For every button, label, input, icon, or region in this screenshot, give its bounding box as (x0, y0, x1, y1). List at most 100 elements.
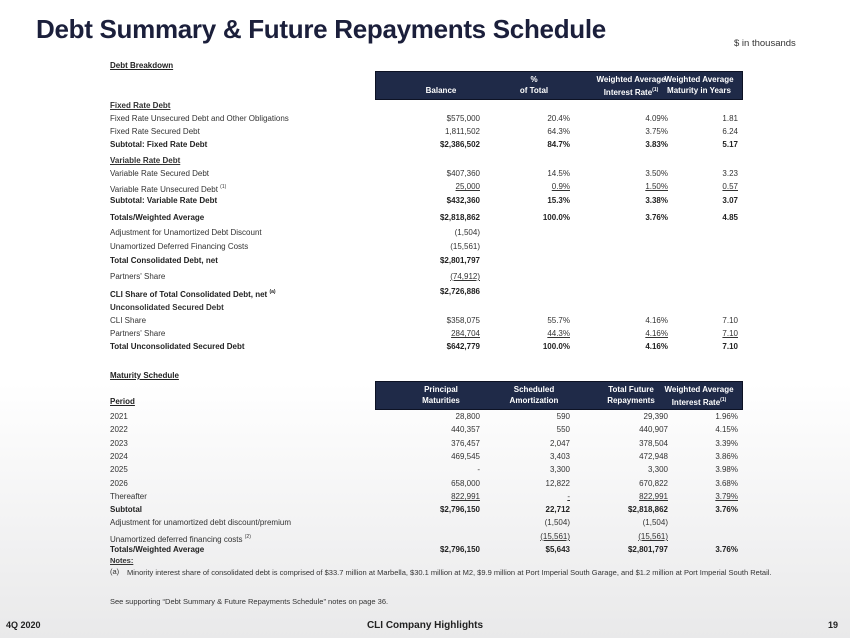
row-label: Unamortized Deferred Financing Costs (110, 242, 249, 251)
cell-value: 100.0% (542, 342, 570, 351)
cell-value: (15,561) (450, 242, 480, 251)
cell-value: 7.10 (722, 342, 738, 351)
cell-value: 3.86% (715, 452, 738, 461)
column-header-line: Interest Rate (671, 398, 721, 407)
row-label: Adjustment for Unamortized Debt Discount (110, 228, 262, 237)
row-label: Totals/Weighted Average (110, 545, 205, 554)
cell-value: 3,300 (549, 465, 570, 474)
column-header-line: Maturity in Years (667, 86, 731, 95)
row-label: Totals/Weighted Average (110, 213, 205, 222)
see-also-note: See supporting “Debt Summary & Future Re… (110, 597, 389, 606)
cell-value: 55.7% (547, 316, 570, 325)
cell-value: 84.7% (547, 140, 570, 149)
cell-value: 3,300 (647, 465, 668, 474)
cell-value: 3.39% (715, 439, 738, 448)
cell-value: (15,561) (638, 532, 668, 541)
footnote-marker: (a) (269, 289, 276, 295)
cell-value: 4.85 (722, 213, 738, 222)
cell-value: 2,047 (549, 439, 570, 448)
cell-value: 376,457 (451, 439, 480, 448)
table-row: CLI Share $358,075 55.7% 4.16% 7.10 (110, 315, 742, 327)
cell-value: 0.57 (722, 182, 738, 191)
cell-value: 4.16% (645, 329, 668, 338)
row-label: 2024 (110, 452, 128, 461)
cell-value: (1,504) (454, 228, 480, 237)
cell-value: 822,991 (451, 492, 480, 501)
cell-value: $2,818,862 (439, 213, 480, 222)
cell-value: 3.98% (715, 465, 738, 474)
page-number: 19 (827, 620, 838, 630)
cell-value: 658,000 (451, 479, 480, 488)
column-header-line: Weighted Average (664, 385, 734, 394)
cell-value: 4.16% (645, 316, 668, 325)
cell-value: $2,386,502 (439, 140, 480, 149)
row-label: Subtotal: Fixed Rate Debt (110, 140, 208, 149)
cell-value: 1.81 (722, 114, 738, 123)
cell-value: 22,712 (545, 505, 570, 514)
table-row: Subtotal: Variable Rate Debt $432,360 15.3… (110, 195, 742, 207)
cell-value: 4.15% (715, 425, 738, 434)
table-row: Fixed Rate Unsecured Debt and Other Obli… (110, 113, 742, 125)
cell-value: 3.76% (645, 213, 668, 222)
cell-value: 20.4% (547, 114, 570, 123)
table-row: Subtotal: Fixed Rate Debt $2,386,502 84.7%… (110, 139, 742, 151)
table-row: 2026 658,000 12,822 670,822 3.68% (110, 478, 742, 490)
cell-value: 440,907 (639, 425, 668, 434)
cell-value: 670,822 (639, 479, 668, 488)
column-header-line (391, 74, 491, 85)
table-row: Unconsolidated Secured Debt (110, 302, 742, 314)
column-header: Weighted Average Maturity in Years (649, 74, 749, 96)
column-header-line: Weighted Average (664, 75, 734, 84)
units-note: $ in thousands (734, 38, 796, 49)
cell-value: 7.10 (722, 329, 738, 338)
row-label: 2021 (110, 412, 128, 421)
cell-value: 3.76% (715, 505, 738, 514)
column-header-line: Interest Rate (603, 88, 653, 97)
table-row: Totals/Weighted Average $2,796,150 $5,643 $… (110, 544, 742, 556)
cell-value: (15,561) (540, 532, 570, 541)
table-row: Partners' Share (74,912) (110, 271, 742, 283)
cell-value: $2,801,797 (439, 256, 480, 265)
table-row: Subtotal $2,796,150 22,712 $2,818,862 3.76% (110, 504, 742, 516)
table-row: 2023 376,457 2,047 378,504 3.39% (110, 438, 742, 450)
cell-value: 440,357 (451, 425, 480, 434)
table-row: CLI Share of Total Consolidated Debt, ne… (110, 286, 742, 299)
cell-value: 1,811,502 (445, 127, 480, 136)
cell-value: 3,403 (549, 452, 570, 461)
column-header: Weighted Average Interest Rate(1) (649, 384, 749, 408)
cell-value: $2,801,797 (627, 545, 668, 554)
column-header: Balance (391, 74, 491, 96)
table-row: 2025 - 3,300 3,300 3.98% (110, 464, 742, 476)
cell-value: 14.5% (547, 169, 570, 178)
row-label: Thereafter (110, 492, 147, 501)
table-row: Fixed Rate Secured Debt 1,811,502 64.3% 3.7… (110, 126, 742, 138)
cell-value: (74,912) (450, 272, 480, 281)
maturity-schedule-title: Maturity Schedule (110, 371, 179, 380)
cell-value: 3.79% (715, 492, 738, 501)
cell-value: 3.38% (645, 196, 668, 205)
column-header: % of Total (484, 74, 584, 96)
cell-value: 3.68% (715, 479, 738, 488)
row-label: 2023 (110, 439, 128, 448)
footer-title: CLI Company Highlights (366, 620, 484, 631)
column-header: Scheduled Amortization (484, 384, 584, 406)
column-header-line: Maturities (422, 396, 460, 405)
row-label: 2022 (110, 425, 128, 434)
row-label: Subtotal (110, 505, 142, 514)
row-label: Total Consolidated Debt, net (110, 256, 218, 265)
cell-value: $2,796,150 (439, 545, 480, 554)
table-row: Partners' Share 284,704 44.3% 4.16% 7.10 (110, 328, 742, 340)
cell-value: $358,075 (446, 316, 480, 325)
cell-value: - (567, 492, 570, 501)
row-label: Fixed Rate Secured Debt (110, 127, 200, 136)
table-row: Total Unconsolidated Secured Debt $642,77… (110, 341, 742, 353)
cell-value: 3.76% (715, 545, 738, 554)
cell-value: $2,726,886 (439, 287, 480, 296)
cell-value: 28,800 (455, 412, 480, 421)
cell-value: 44.3% (547, 329, 570, 338)
cell-value: 7.10 (722, 316, 738, 325)
cell-value: $407,360 (446, 169, 480, 178)
table-row: Thereafter 822,991 - 822,991 3.79% (110, 491, 742, 503)
cell-value: 378,504 (639, 439, 668, 448)
period-header: Period (110, 397, 135, 406)
